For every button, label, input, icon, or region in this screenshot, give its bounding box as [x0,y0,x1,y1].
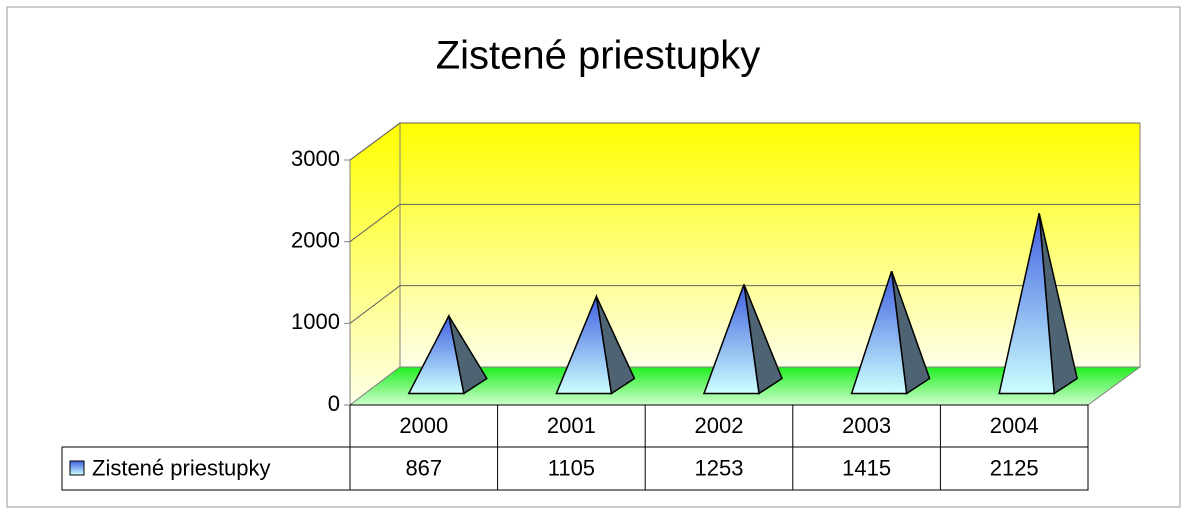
x-tick-label: 2001 [547,413,596,438]
pyramid-front [407,313,465,395]
x-tick-label: 2002 [695,413,744,438]
grid-line [349,203,1140,243]
y-tick-label: 0 [328,391,340,416]
pyramid-front [998,213,1056,395]
table-value: 867 [405,455,442,480]
side-wall [349,122,401,407]
pyramid [702,284,783,395]
pyramid [407,313,488,395]
y-tick-label: 3000 [291,146,340,171]
table-value: 1253 [695,455,744,480]
table-border [61,404,1089,491]
grid-line [349,122,1140,161]
legend-key [69,460,85,476]
y-tick-label: 2000 [291,227,340,252]
legend-label: Zistené priestupky [92,455,271,480]
pyramid-front [555,293,613,395]
pyramid-front [702,284,760,395]
pyramid [850,270,931,395]
table-value: 1415 [842,455,891,480]
chart-title: Zistené priestupky [436,34,761,78]
pyramid [998,213,1079,395]
table-value: 2125 [990,455,1039,480]
y-tick-label: 1000 [291,309,340,334]
pyramid [555,293,636,395]
x-tick-label: 2004 [990,413,1039,438]
x-tick-label: 2000 [399,413,448,438]
table-value: 1105 [548,455,595,480]
x-tick-label: 2003 [842,413,891,438]
pyramid-front [850,270,908,395]
